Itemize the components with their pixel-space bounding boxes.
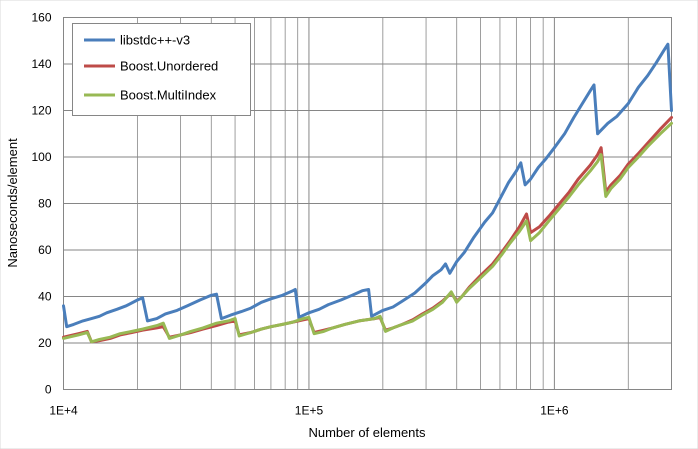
plot-area-border bbox=[63, 17, 672, 390]
y-axis: 0 20 40 60 80 100 120 140 160 bbox=[31, 11, 51, 397]
y-tick-label: 80 bbox=[38, 197, 52, 211]
legend-label-boost-multiindex: Boost.MultiIndex bbox=[120, 88, 217, 103]
series-line-libstdc-v3 bbox=[62, 42, 673, 329]
x-tick-label: 1E+6 bbox=[540, 404, 569, 418]
legend-label-boost-unordered: Boost.Unordered bbox=[120, 59, 218, 74]
y-tick-label: 60 bbox=[38, 243, 52, 257]
y-tick-label: 20 bbox=[38, 336, 52, 350]
legend: libstdc++-v3 Boost.Unordered Boost.Multi… bbox=[72, 23, 251, 116]
x-tick-label: 1E+4 bbox=[49, 404, 78, 418]
y-tick-label: 160 bbox=[31, 11, 51, 25]
series-lines bbox=[62, 42, 673, 344]
legend-label-libstdc: libstdc++-v3 bbox=[120, 33, 190, 48]
y-tick-label: 120 bbox=[31, 104, 51, 118]
series-line-boost-multiindex bbox=[62, 121, 673, 344]
y-tick-label: 0 bbox=[45, 383, 52, 397]
y-tick-label: 40 bbox=[38, 290, 52, 304]
x-axis-title: Number of elements bbox=[308, 425, 426, 440]
x-axis: 1E+4 1E+5 1E+6 bbox=[49, 404, 569, 418]
x-tick-label: 1E+5 bbox=[295, 404, 324, 418]
y-axis-title: Nanoseconds/element bbox=[5, 138, 20, 268]
y-tick-label: 140 bbox=[31, 57, 51, 71]
y-tick-label: 100 bbox=[31, 150, 51, 164]
